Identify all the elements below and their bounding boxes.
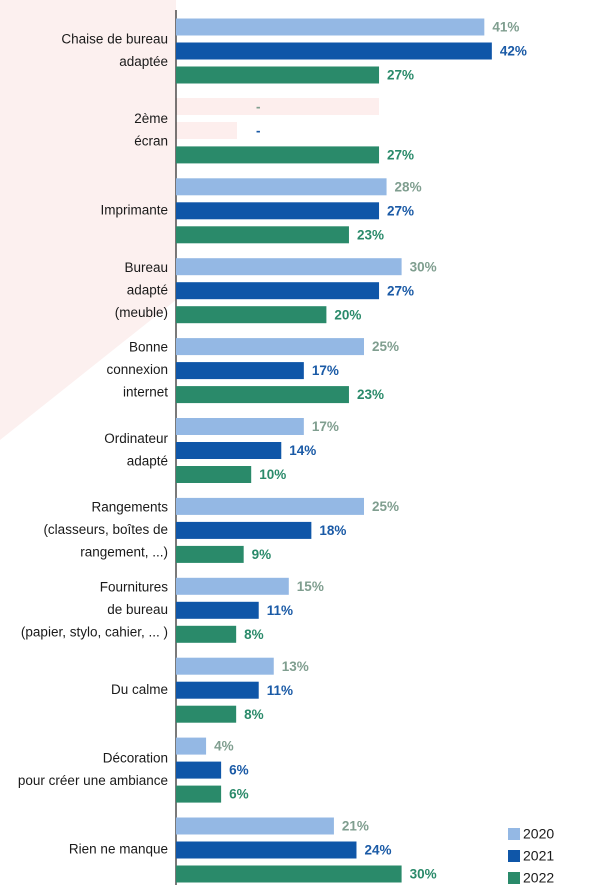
- value-label: -: [256, 123, 261, 138]
- bar: [176, 66, 380, 84]
- value-label: -: [256, 99, 261, 114]
- value-label: 17%: [312, 419, 339, 434]
- bar: [176, 497, 364, 515]
- background-shape: [0, 0, 176, 440]
- category-label: Bonne: [129, 340, 168, 355]
- category-label: Décoration: [103, 750, 168, 765]
- bar: [176, 817, 334, 835]
- value-label: 10%: [259, 467, 286, 482]
- value-label: 27%: [387, 147, 414, 162]
- placeholder-bar: [176, 122, 237, 139]
- value-label: 24%: [364, 843, 391, 858]
- value-label: 23%: [357, 227, 384, 242]
- category-label: Bureau: [124, 260, 168, 275]
- category-label: adaptée: [119, 54, 168, 69]
- bar: [176, 306, 327, 324]
- bar: [176, 785, 222, 803]
- legend-swatch: [508, 828, 520, 840]
- value-label: 41%: [492, 20, 519, 35]
- value-label: 4%: [214, 739, 234, 754]
- category-label: (meuble): [115, 305, 168, 320]
- value-label: 15%: [297, 579, 324, 594]
- value-label: 18%: [319, 523, 346, 538]
- value-label: 30%: [410, 259, 437, 274]
- value-label: 20%: [334, 307, 361, 322]
- bar: [176, 362, 304, 380]
- value-label: 21%: [342, 819, 369, 834]
- category-label: (papier, stylo, cahier, ... ): [21, 624, 168, 639]
- category-label: Ordinateur: [104, 431, 168, 446]
- category-label: 2ème: [134, 111, 168, 126]
- category-label: adapté: [127, 282, 168, 297]
- category-label: Chaise de bureau: [61, 31, 168, 46]
- bar: [176, 865, 402, 883]
- category-label: Du calme: [111, 682, 168, 697]
- value-label: 11%: [267, 603, 293, 618]
- category-label: connexion: [106, 362, 168, 377]
- category-label: adapté: [127, 453, 168, 468]
- bar: [176, 282, 380, 300]
- bar: [176, 737, 207, 755]
- bar: [176, 466, 252, 483]
- value-label: 28%: [395, 179, 422, 194]
- category-label: Fournitures: [100, 579, 169, 594]
- category-label: pour créer une ambiance: [18, 773, 168, 788]
- bar: [176, 625, 237, 643]
- value-label: 6%: [229, 787, 249, 802]
- value-label: 27%: [387, 203, 414, 218]
- placeholder-bar: [176, 98, 379, 115]
- bar: [176, 681, 259, 699]
- value-label: 27%: [387, 68, 414, 83]
- category-label: Rien ne manque: [69, 842, 168, 857]
- value-label: 17%: [312, 363, 339, 378]
- bar: [176, 545, 244, 563]
- category-label: rangement, ...): [80, 544, 168, 559]
- value-label: 27%: [387, 283, 414, 298]
- value-label: 25%: [372, 339, 399, 354]
- value-label: 11%: [267, 683, 293, 698]
- bar: [176, 521, 312, 539]
- bar: [176, 146, 380, 164]
- bar: [176, 601, 259, 619]
- value-label: 13%: [282, 659, 309, 674]
- value-label: 8%: [244, 627, 264, 642]
- bar: [176, 386, 349, 404]
- bar: [176, 202, 380, 220]
- bar: [176, 841, 357, 859]
- legend-label: 2021: [523, 848, 554, 864]
- category-label: internet: [123, 385, 168, 400]
- bar: [176, 761, 222, 779]
- bar: [176, 18, 485, 36]
- bar: [176, 418, 304, 435]
- category-label: de bureau: [107, 602, 168, 617]
- legend-label: 2020: [523, 826, 554, 842]
- value-label: 14%: [289, 443, 316, 458]
- value-label: 30%: [410, 867, 437, 882]
- bar: [176, 178, 387, 196]
- bar: [176, 42, 492, 60]
- legend-swatch: [508, 872, 520, 884]
- value-label: 9%: [252, 547, 272, 562]
- bar: [176, 657, 274, 675]
- category-label: Imprimante: [100, 202, 168, 217]
- bar: [176, 577, 289, 595]
- bar: [176, 442, 282, 459]
- value-label: 8%: [244, 707, 264, 722]
- legend-label: 2022: [523, 870, 554, 885]
- bar: [176, 705, 237, 723]
- category-label: (classeurs, boîtes de: [43, 522, 168, 537]
- value-label: 6%: [229, 763, 249, 778]
- value-label: 42%: [500, 44, 527, 59]
- category-label: écran: [134, 134, 168, 149]
- value-label: 25%: [372, 499, 399, 514]
- value-label: 23%: [357, 387, 384, 402]
- category-label: Rangements: [91, 499, 168, 514]
- legend-swatch: [508, 850, 520, 862]
- bar: [176, 226, 349, 244]
- bar: [176, 338, 364, 356]
- bar: [176, 258, 402, 276]
